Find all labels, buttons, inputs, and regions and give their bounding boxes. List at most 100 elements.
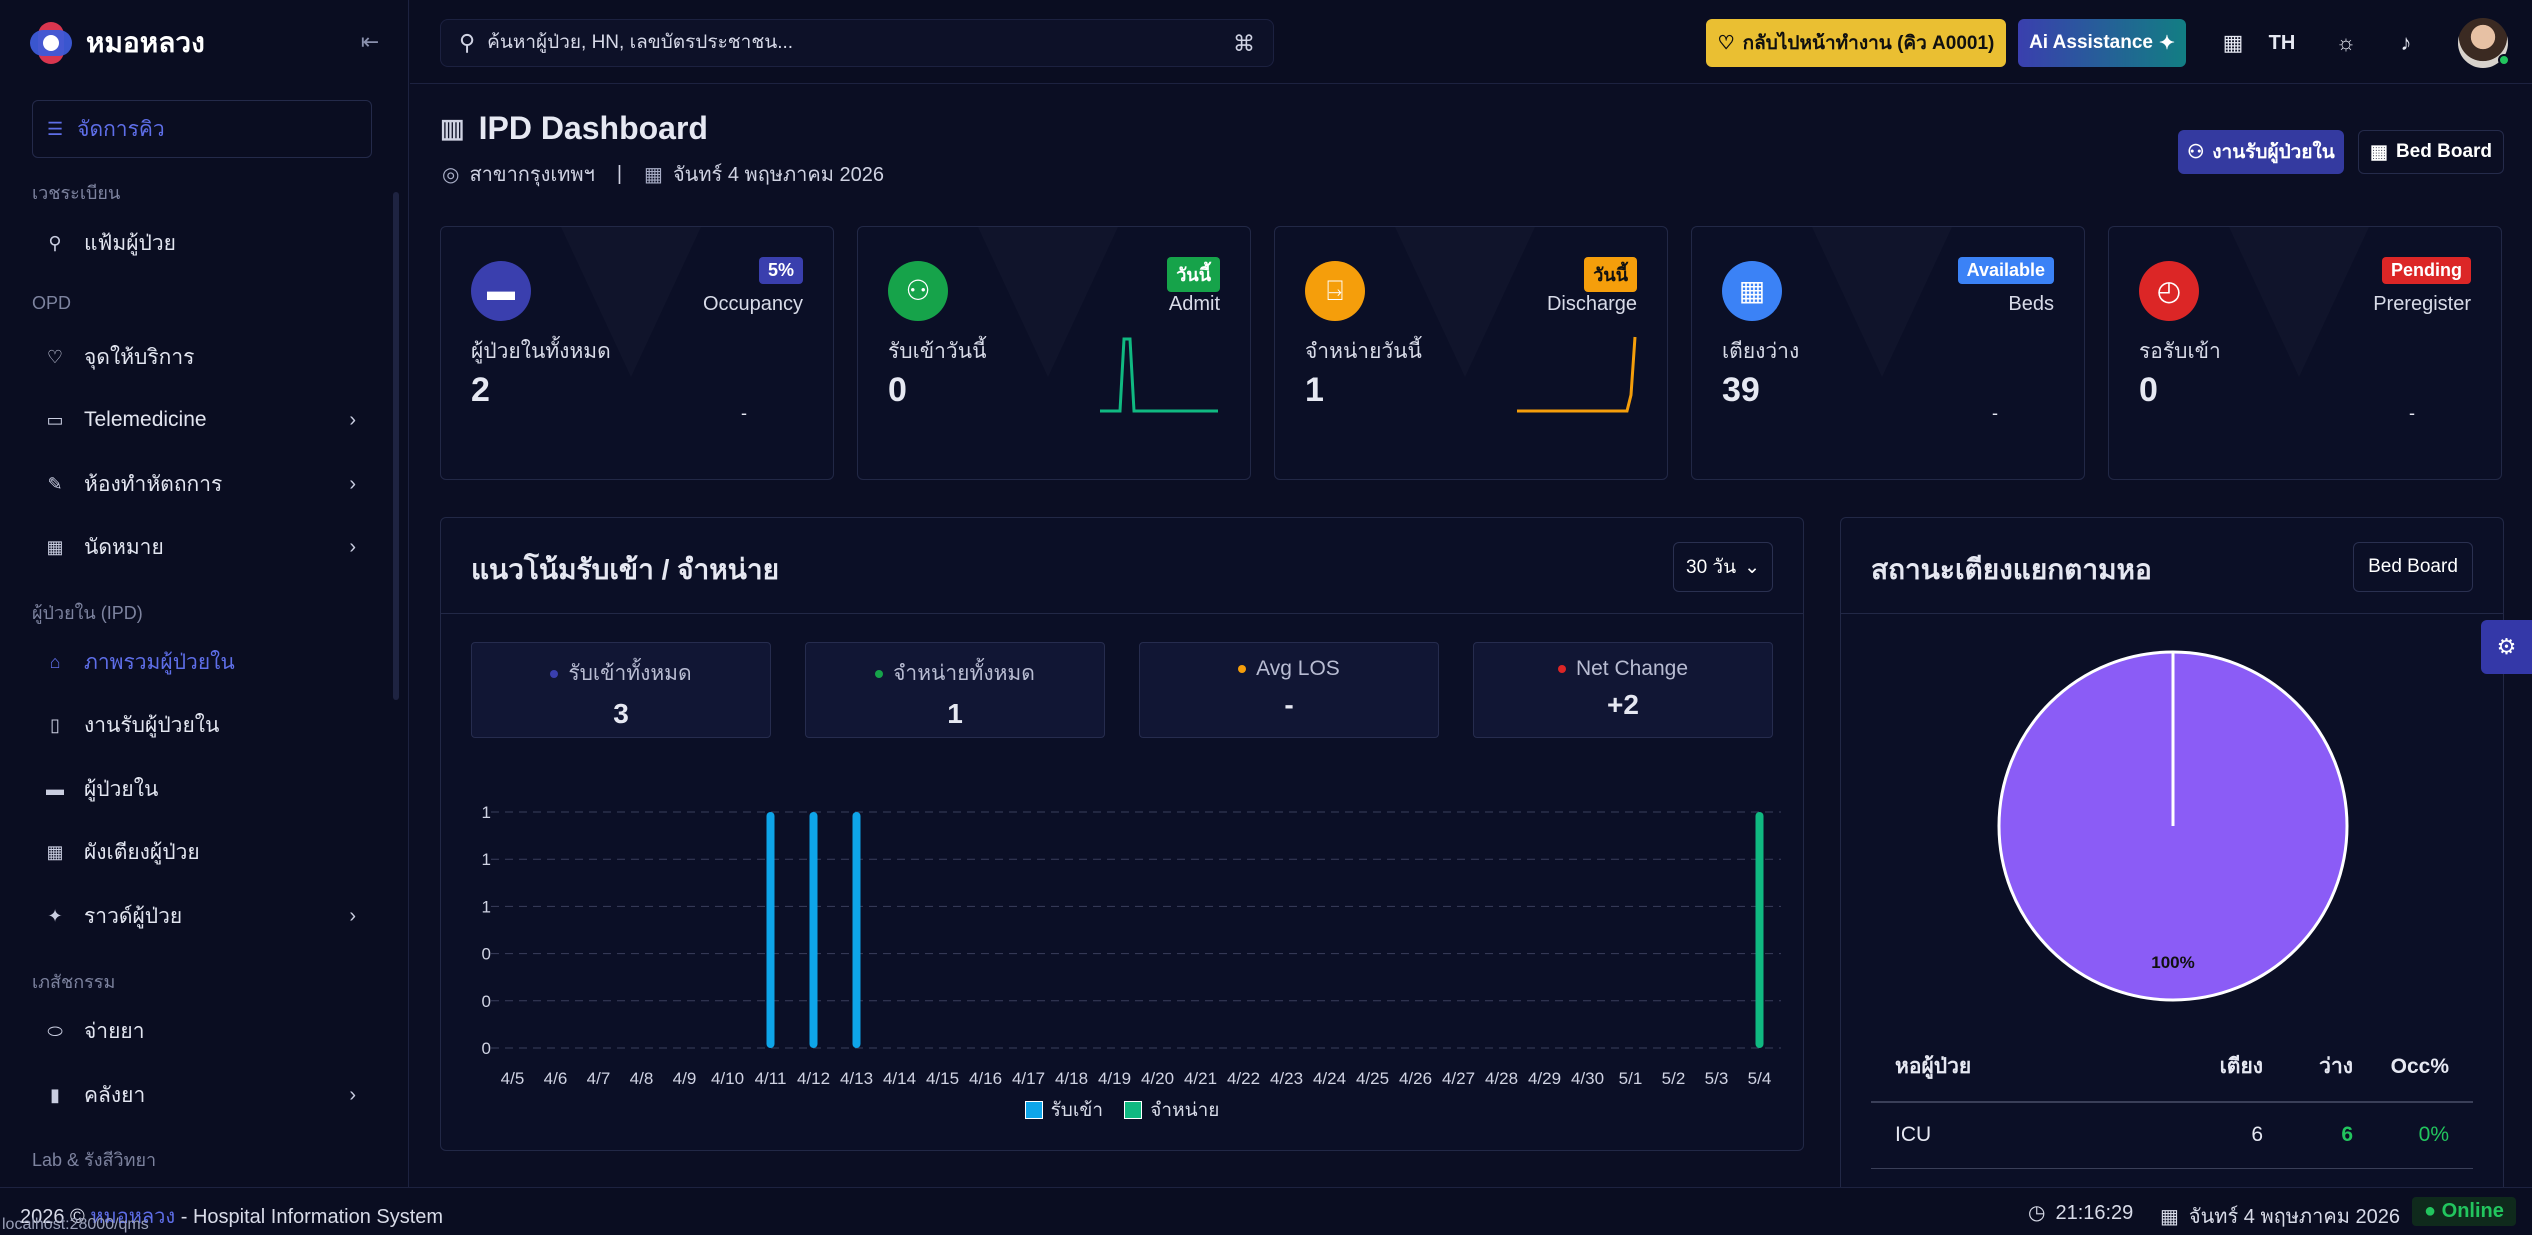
sidebar-item-telemedicine[interactable]: ▭ Telemedicine › — [32, 395, 372, 445]
card-label: ผู้ป่วยในทั้งหมด — [471, 340, 611, 363]
avatar[interactable] — [2458, 18, 2510, 68]
kpi-value: 3 — [613, 698, 629, 729]
x-tick-label: 4/16 — [969, 1069, 1002, 1086]
bar-admit[interactable] — [852, 812, 861, 1048]
syringe-icon: ✎ — [47, 474, 63, 494]
sidebar-scrollbar[interactable] — [393, 192, 399, 700]
sidebar-item-ipd-admission[interactable]: ▯ งานรับผู้ป่วยใน — [32, 700, 372, 750]
grid-icon: ▦ — [46, 842, 64, 862]
legend-item-admit[interactable]: รับเข้า — [1024, 1095, 1103, 1125]
back-to-work-button[interactable]: ♡ กลับไปหน้าทำงาน (คิว A0001) — [1706, 19, 2006, 67]
sidebar-item-drug-store[interactable]: ▮ คลังยา › — [32, 1070, 372, 1120]
stat-card-beds[interactable]: ▦ Available Beds เตียงว่าง 39 - — [1691, 226, 2085, 480]
sidebar-item-patient-file[interactable]: ⚲ แฟ้มผู้ป่วย — [32, 218, 372, 268]
ipd-admission-button[interactable]: ⚇ งานรับผู้ป่วยใน — [2178, 130, 2344, 174]
trend-bar-chart: 1 1 1 0 0 0 4/5 4/6 4/7 4/8 4/9 4/10 4/11 4/12 4/13 4/1… — [482, 803, 1781, 1086]
x-tick-label: 4/30 — [1571, 1069, 1604, 1086]
sidebar-item-inpatients[interactable]: ▬ ผู้ป่วยใน — [32, 764, 372, 814]
x-tick-label: 5/3 — [1705, 1069, 1729, 1086]
footer-copyright: 2026 © หมอหลวง - Hospital Information Sy… — [20, 1200, 443, 1232]
card-label: รับเข้าวันนี้ — [888, 340, 987, 363]
apps-grid-icon[interactable]: ▦ — [2222, 30, 2244, 55]
table-row[interactable]: ICU 6 6 0% — [1871, 1102, 2473, 1169]
bar-admit[interactable] — [766, 812, 775, 1048]
card-tag: Preregister — [2373, 293, 2471, 315]
card-trend-placeholder: - — [1992, 403, 1998, 423]
stat-card-admit[interactable]: ⚇ วันนี้ Admit รับเข้าวันนี้ 0 — [857, 226, 1251, 480]
range-select[interactable]: 30 วัน ⌄ — [1673, 542, 1773, 592]
card-value: 2 — [471, 371, 490, 409]
door-exit-icon: ⍈ — [1305, 261, 1365, 321]
y-tick-label: 1 — [482, 850, 491, 869]
footer-time-value: 21:16:29 — [2055, 1202, 2134, 1224]
stat-card-occupancy[interactable]: ▬ 5% Occupancy ผู้ป่วยในทั้งหมด 2 - — [440, 226, 834, 480]
legend-item-discharge[interactable]: จำหน่าย — [1124, 1095, 1219, 1125]
walk-icon: ✦ — [47, 906, 63, 926]
stat-card-discharge[interactable]: ⍈ วันนี้ Discharge จำหน่ายวันนี้ 1 — [1274, 226, 1668, 480]
sparkle-icon: ✦ — [2159, 32, 2175, 54]
bed-board-button[interactable]: ▦ Bed Board — [2358, 130, 2504, 174]
calendar-icon: ▦ — [2160, 1206, 2179, 1228]
card-value: 39 — [1722, 371, 1760, 409]
card-tag: Admit — [1168, 293, 1220, 315]
sidebar-item-procedure-room[interactable]: ✎ ห้องทำหัตถการ › — [32, 459, 372, 509]
kpi-total-discharge: จำหน่ายทั้งหมด 1 — [805, 642, 1105, 738]
column-header-ward: หอผู้ป่วย — [1871, 1032, 2143, 1103]
card-trend-placeholder: - — [2409, 403, 2415, 423]
sidebar-item-label: ผู้ป่วยใน — [84, 777, 159, 801]
x-tick-label: 5/4 — [1748, 1069, 1772, 1086]
x-tick-label: 4/23 — [1270, 1069, 1303, 1086]
x-tick-label: 4/27 — [1442, 1069, 1475, 1086]
calendar-icon: ▦ — [644, 163, 663, 186]
ward-beds: 6 — [2143, 1102, 2263, 1169]
chart-legend: รับเข้า จำหน่าย — [441, 1095, 1803, 1125]
brand[interactable]: หมอหลวง — [28, 20, 205, 66]
sidebar-item-dispense[interactable]: ⬭ จ่ายยา — [32, 1006, 372, 1056]
settings-gear-icon[interactable]: ⚙ — [2481, 620, 2532, 674]
branch-name: สาขากรุงเทพฯ — [469, 164, 595, 186]
copyright-link[interactable]: หมอหลวง — [90, 1206, 176, 1228]
ai-assistance-button[interactable]: Ai Assistance ✦ — [2018, 19, 2186, 67]
search-icon: ⚲ — [459, 30, 476, 55]
copyright-suffix: - Hospital Information System — [180, 1206, 444, 1228]
bar-admit[interactable] — [809, 812, 818, 1048]
status-badge: วันนี้ — [1167, 257, 1220, 292]
section-title-opd: OPD — [32, 293, 72, 313]
kpi-dot — [875, 670, 884, 679]
sidebar-item-round[interactable]: ✦ ราวด์ผู้ป่วย › — [32, 891, 372, 941]
kpi-label: Net Change — [1575, 657, 1689, 680]
stat-card-preregister[interactable]: ◴ Pending Preregister รอรับเข้า 0 - — [2108, 226, 2502, 480]
online-status-label: Online — [2441, 1200, 2504, 1222]
map-pin-icon: ◎ — [442, 163, 460, 186]
chevron-right-icon: › — [349, 409, 356, 431]
search-input[interactable] — [487, 32, 1208, 54]
sidebar-item-service-point[interactable]: ♡ จุดให้บริการ — [32, 332, 372, 382]
page-title-text: IPD Dashboard — [478, 110, 708, 146]
clock-icon: ◷ — [2028, 1202, 2046, 1224]
bed-board-small-button[interactable]: Bed Board — [2353, 542, 2473, 592]
footer-time: ◷ 21:16:29 — [2028, 1200, 2133, 1225]
status-badge: วันนี้ — [1584, 257, 1637, 292]
calendar-icon: ▦ — [46, 537, 64, 557]
search-box[interactable]: ⚲ ⌘ — [440, 19, 1274, 67]
y-tick-label: 0 — [482, 992, 491, 1011]
ward-table: หอผู้ป่วย เตียง ว่าง Occ% ICU 6 6 0% — [1871, 1032, 2473, 1169]
kpi-value: +2 — [1607, 689, 1639, 720]
collapse-sidebar-icon[interactable]: ⇤ — [360, 29, 380, 54]
kpi-label: รับเข้าทั้งหมด — [568, 662, 692, 685]
bed-status-pie-chart: 100% — [1997, 650, 2349, 1002]
language-switch[interactable]: TH — [2268, 32, 2296, 54]
sidebar-item-appointment[interactable]: ▦ นัดหมาย › — [32, 522, 372, 572]
card-value: 1 — [1305, 371, 1324, 409]
bar-discharge[interactable] — [1755, 812, 1764, 1048]
sidebar-item-bed-map[interactable]: ▦ ผังเตียงผู้ป่วย — [32, 827, 372, 877]
x-tick-label: 4/18 — [1055, 1069, 1088, 1086]
bed-board-label: Bed Board — [2395, 141, 2493, 162]
sidebar-item-queue[interactable]: ☰ จัดการคิว — [32, 100, 372, 158]
x-tick-label: 4/17 — [1012, 1069, 1045, 1086]
bed-icon: ▬ — [46, 779, 64, 799]
notification-bell-icon[interactable]: ♪ — [2400, 30, 2412, 55]
sidebar-item-ipd-overview[interactable]: ⌂ ภาพรวมผู้ป่วยใน — [32, 637, 372, 687]
theme-sun-icon[interactable]: ☼ — [2335, 30, 2357, 55]
